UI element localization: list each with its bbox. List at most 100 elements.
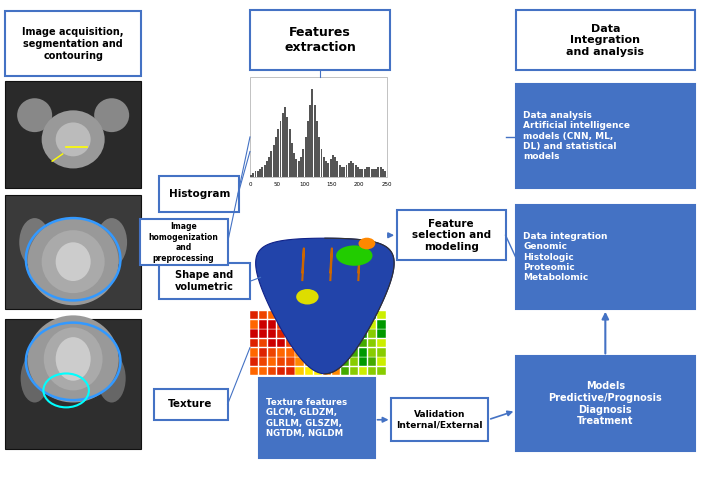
Bar xyxy=(314,311,322,319)
Ellipse shape xyxy=(94,98,129,132)
Bar xyxy=(304,329,313,338)
Bar xyxy=(277,348,285,356)
Bar xyxy=(368,339,377,347)
Bar xyxy=(268,311,276,319)
Bar xyxy=(385,171,386,177)
Ellipse shape xyxy=(27,316,119,403)
Bar xyxy=(378,167,380,177)
Bar xyxy=(262,167,264,177)
Bar xyxy=(350,320,359,329)
Bar xyxy=(284,107,286,177)
Bar xyxy=(277,357,285,366)
Bar xyxy=(346,165,347,177)
Ellipse shape xyxy=(20,354,49,403)
Bar xyxy=(323,320,331,329)
Bar xyxy=(295,320,304,329)
Bar xyxy=(254,171,257,177)
Bar xyxy=(332,367,340,375)
Text: Shape and
volumetric: Shape and volumetric xyxy=(175,270,234,292)
Bar xyxy=(289,129,290,177)
FancyBboxPatch shape xyxy=(140,219,228,265)
Bar xyxy=(359,367,368,375)
Text: Image acquisition,
segmentation and
contouring: Image acquisition, segmentation and cont… xyxy=(22,27,124,60)
Text: 50: 50 xyxy=(273,183,280,187)
Bar xyxy=(363,169,366,177)
Text: Histogram: Histogram xyxy=(169,189,230,199)
Bar xyxy=(314,357,322,366)
Bar xyxy=(250,339,258,347)
Text: Texture features
GLCM, GLDZM,
GLRLM, GLSZM,
NGTDM, NGLDM: Texture features GLCM, GLDZM, GLRLM, GLS… xyxy=(266,398,347,438)
Bar xyxy=(314,105,316,177)
Bar xyxy=(350,348,359,356)
Bar xyxy=(277,367,285,375)
Bar xyxy=(286,339,295,347)
Bar xyxy=(268,367,276,375)
Bar xyxy=(268,357,276,366)
Bar xyxy=(259,311,267,319)
Bar xyxy=(286,117,288,177)
Text: Data analysis
Artificial intelligence
models (CNN, ML,
DL) and statistical
model: Data analysis Artificial intelligence mo… xyxy=(523,111,630,161)
Bar xyxy=(286,311,295,319)
Bar xyxy=(5,81,141,188)
Bar xyxy=(309,105,311,177)
Ellipse shape xyxy=(56,337,91,381)
Bar xyxy=(378,339,386,347)
Bar xyxy=(314,339,322,347)
Text: Validation
Internal/External: Validation Internal/External xyxy=(396,410,483,430)
Bar xyxy=(304,367,313,375)
Bar xyxy=(373,169,375,177)
Bar xyxy=(368,167,370,177)
Ellipse shape xyxy=(41,111,105,169)
Bar xyxy=(378,367,386,375)
Bar xyxy=(323,339,331,347)
Bar xyxy=(250,329,258,338)
Bar xyxy=(250,348,258,356)
Bar xyxy=(277,320,285,329)
Bar xyxy=(314,367,322,375)
Bar xyxy=(350,311,359,319)
Bar xyxy=(250,175,252,177)
Bar xyxy=(359,348,368,356)
Ellipse shape xyxy=(336,245,373,266)
Bar xyxy=(357,167,359,177)
Bar xyxy=(323,348,331,356)
Bar xyxy=(250,77,387,177)
Bar xyxy=(323,367,331,375)
Ellipse shape xyxy=(98,354,126,403)
FancyBboxPatch shape xyxy=(516,356,695,451)
Bar xyxy=(250,367,258,375)
Bar xyxy=(295,159,297,177)
Bar xyxy=(339,165,341,177)
Text: Data
Integration
and analysis: Data Integration and analysis xyxy=(567,23,645,56)
Ellipse shape xyxy=(96,218,127,266)
Bar xyxy=(368,329,377,338)
Bar xyxy=(332,329,340,338)
Ellipse shape xyxy=(56,243,91,281)
Bar xyxy=(259,367,267,375)
Bar xyxy=(359,357,368,366)
Bar xyxy=(348,163,350,177)
Bar xyxy=(341,367,349,375)
Bar xyxy=(277,129,279,177)
Bar xyxy=(350,367,359,375)
Bar xyxy=(257,171,259,177)
Bar xyxy=(375,169,377,177)
Bar xyxy=(314,348,322,356)
Bar xyxy=(359,311,368,319)
Bar xyxy=(337,161,338,177)
Bar xyxy=(378,311,386,319)
Bar xyxy=(259,169,261,177)
Bar xyxy=(350,357,359,366)
Bar xyxy=(275,137,277,177)
Bar xyxy=(314,329,322,338)
Bar xyxy=(378,348,386,356)
Bar xyxy=(341,320,349,329)
Bar xyxy=(332,348,340,356)
Bar xyxy=(316,121,318,177)
FancyBboxPatch shape xyxy=(159,263,250,299)
FancyBboxPatch shape xyxy=(259,377,375,457)
Bar xyxy=(368,357,377,366)
Bar xyxy=(304,137,307,177)
Bar xyxy=(268,320,276,329)
Bar xyxy=(295,367,304,375)
